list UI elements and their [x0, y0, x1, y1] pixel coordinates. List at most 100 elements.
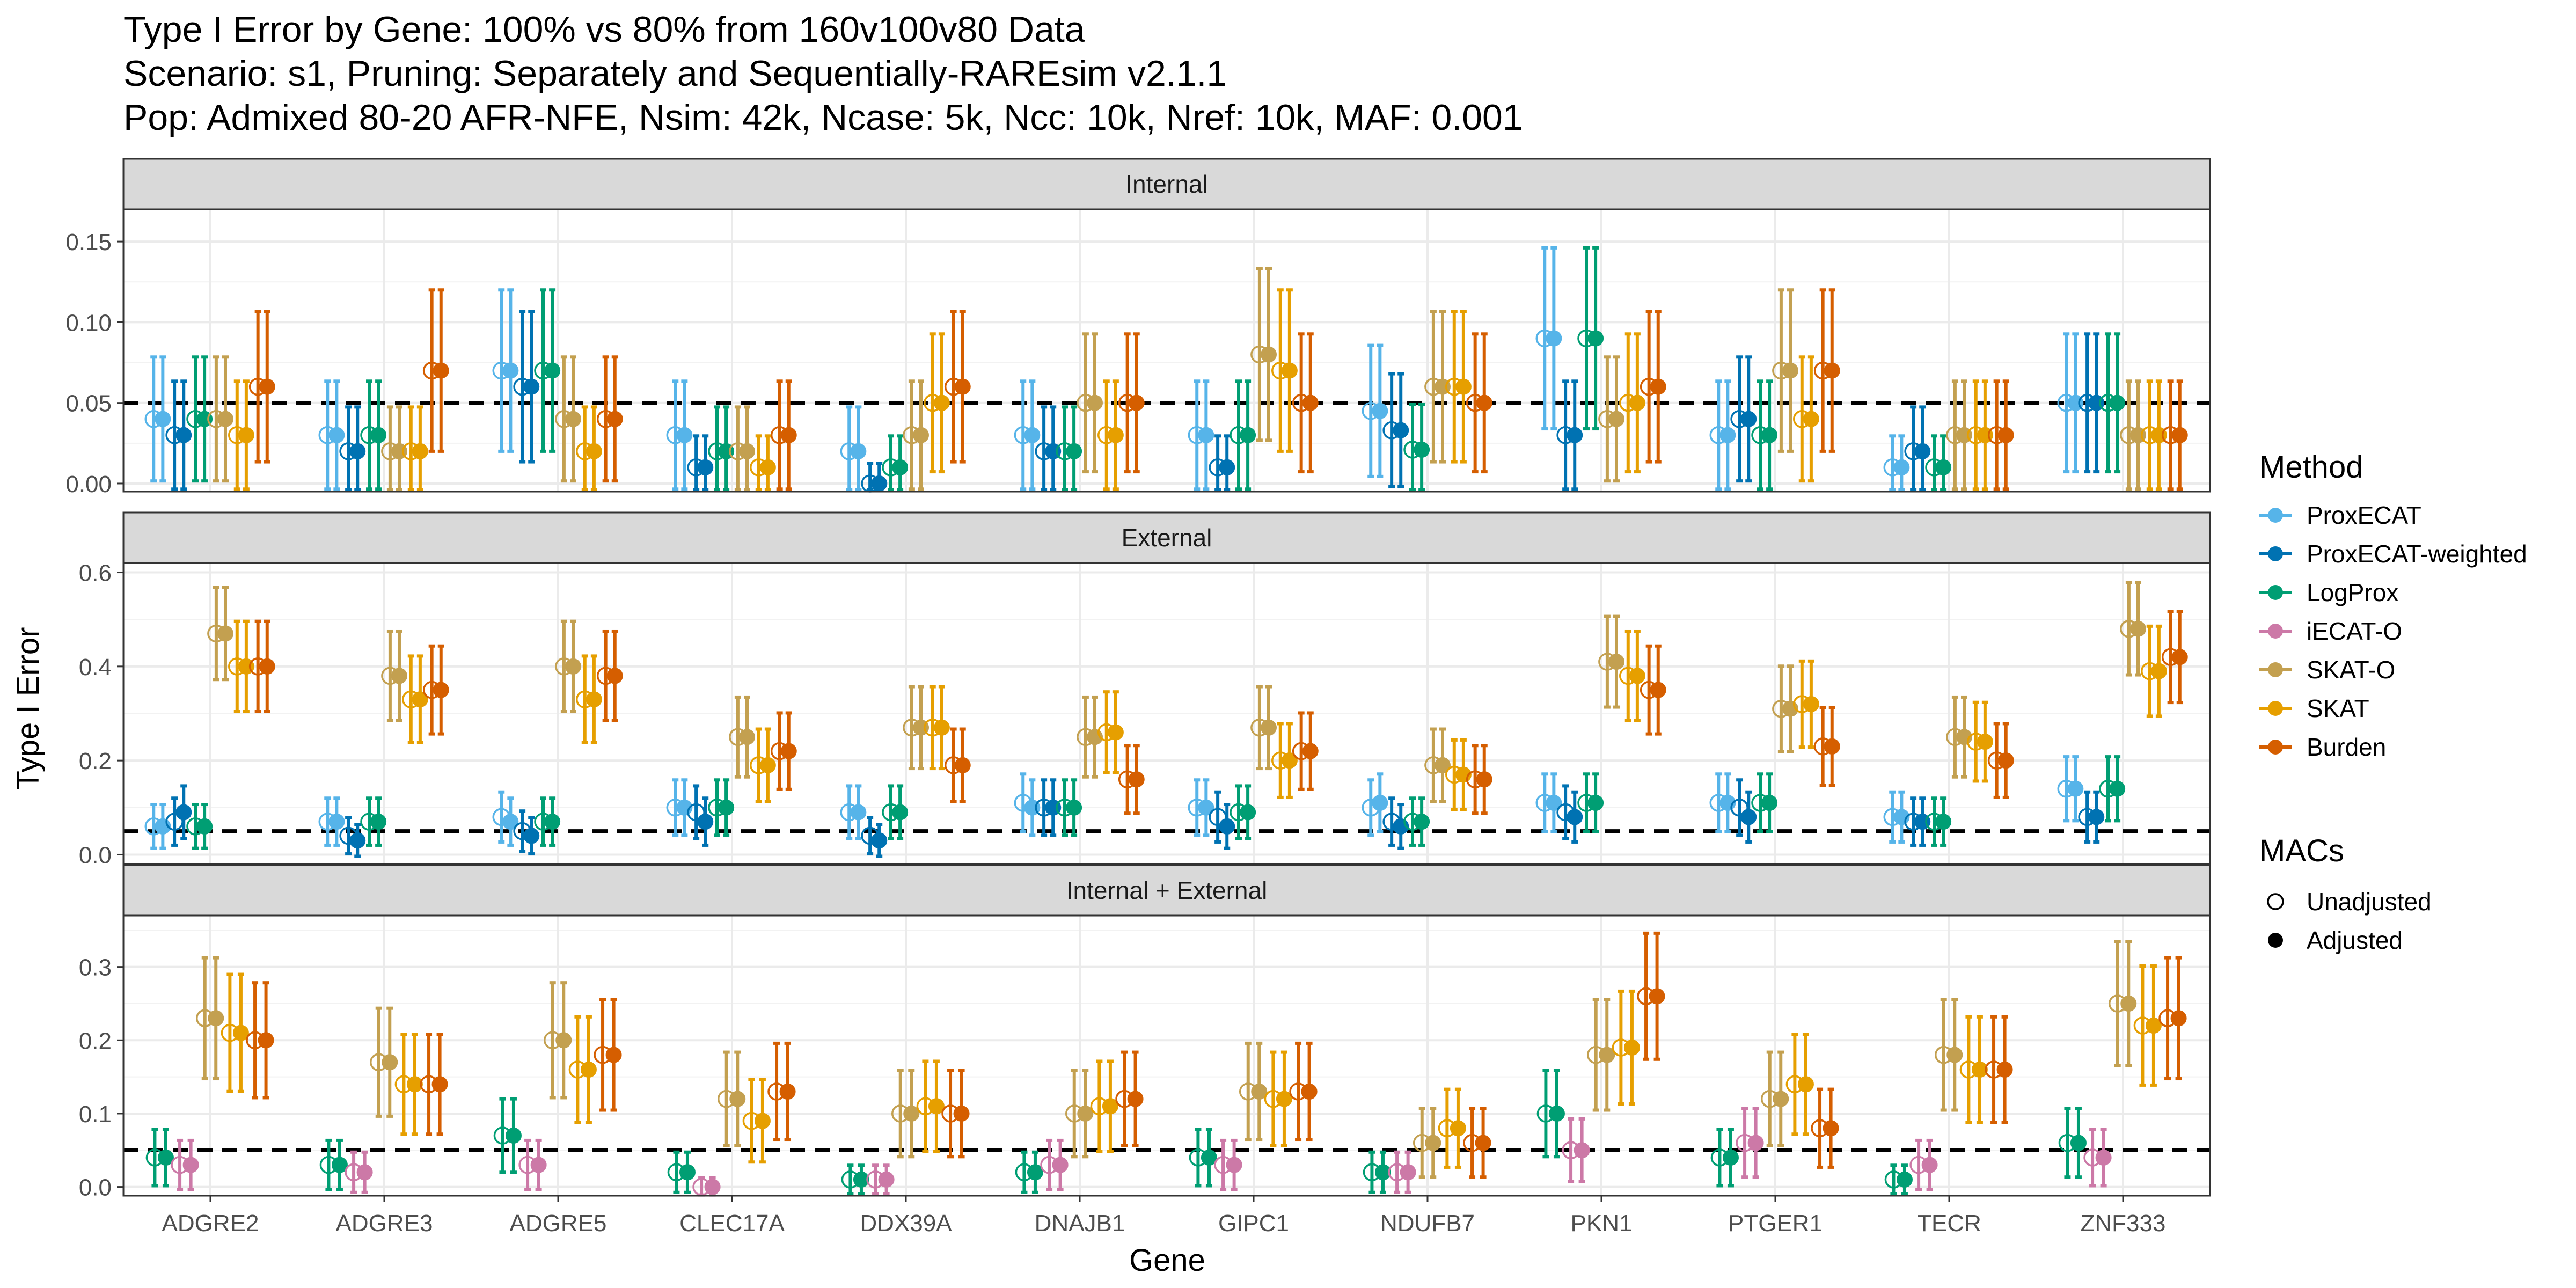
point-adjusted [1450, 1120, 1466, 1137]
point-adjusted [1719, 427, 1736, 443]
point-adjusted [1475, 1135, 1491, 1151]
point-adjusted [1226, 1157, 1242, 1173]
point-adjusted [433, 362, 449, 379]
point-adjusted [928, 1098, 945, 1115]
point-adjusted [2067, 780, 2084, 797]
point-adjusted [1240, 804, 1256, 821]
point-adjusted [1567, 427, 1583, 443]
point-adjusted [1629, 394, 1645, 411]
point-adjusted [704, 1179, 721, 1195]
series-proxecat [144, 246, 2084, 492]
point-adjusted [1281, 362, 1298, 379]
point-adjusted [1971, 1061, 1988, 1078]
point-adjusted [954, 378, 971, 395]
series-logprox [186, 755, 2126, 850]
point-adjusted [1650, 378, 1666, 395]
point-adjusted [1302, 394, 1319, 411]
point-adjusted [1803, 411, 1819, 427]
facet-external: External 0.0 0.2 0.4 0.6 [79, 511, 2211, 868]
point-adjusted [544, 362, 561, 379]
legend-item-adjusted: Adjusted [2268, 926, 2403, 954]
series-skat [228, 288, 2167, 492]
point-adjusted [1393, 422, 1409, 438]
point-adjusted [738, 443, 755, 459]
series-skat-o [195, 940, 2137, 1179]
panel-border [122, 914, 2211, 1197]
x-tick-label: ADGRE2 [162, 1210, 259, 1236]
point-adjusted [182, 1157, 199, 1173]
point-adjusted [1574, 1142, 1590, 1159]
legend-label: LogProx [2307, 579, 2398, 606]
y-axis-label: Type I Error [11, 627, 46, 790]
title-line-2: Scenario: s1, Pruning: Separately and Se… [123, 53, 1227, 94]
point-adjusted [1251, 1083, 1268, 1100]
point-adjusted [217, 411, 233, 427]
point-adjusted [1649, 988, 1665, 1005]
y-tick-label: 0.4 [79, 654, 112, 680]
point-adjusted [1302, 743, 1319, 759]
point-adjusted [1219, 818, 1235, 835]
point-adjusted [586, 443, 602, 459]
point-adjusted [1219, 459, 1235, 475]
point-adjusted [1281, 752, 1298, 769]
point-adjusted [1650, 682, 1666, 698]
point-adjusted [2129, 620, 2146, 637]
point-adjusted [175, 427, 192, 443]
point-adjusted [196, 818, 213, 835]
panel-background [123, 209, 2210, 492]
point-adjusted [933, 719, 950, 736]
point-adjusted [391, 668, 407, 684]
x-tick-label: ZNF333 [2081, 1210, 2166, 1236]
y-tick-label: 0.15 [65, 229, 112, 255]
point-adjusted [1722, 1149, 1739, 1166]
point-adjusted [1201, 1149, 1217, 1166]
point-adjusted [1434, 757, 1451, 773]
legend-label: ProxECAT-weighted [2307, 540, 2527, 568]
panel-border [122, 208, 2211, 493]
point-adjusted [1740, 809, 1757, 825]
point-adjusted [605, 1046, 622, 1063]
point-adjusted [1546, 330, 1562, 347]
point-adjusted [2109, 394, 2126, 411]
point-adjusted [892, 459, 909, 475]
title-line-3: Pop: Admixed 80-20 AFR-NFE, Nsim: 42k, N… [123, 97, 1523, 138]
point-adjusted [1546, 795, 1562, 811]
facet-strip [122, 511, 2211, 564]
point-adjusted [258, 1032, 274, 1049]
facet-panels: Internal 0.00 0.05 0.10 0.15 External 0.0 0.2 0.… [65, 158, 2211, 1236]
point-adjusted [1027, 1164, 1043, 1181]
legend-item-burden: Burden [2259, 733, 2386, 761]
legend-label: SKAT-O [2307, 656, 2395, 684]
point-adjusted [1372, 795, 1388, 811]
point-adjusted [729, 1091, 746, 1107]
point-adjusted [850, 443, 867, 459]
x-tick-label: TECR [1917, 1210, 1981, 1236]
point-adjusted [555, 1032, 572, 1049]
legend-item-skat-o: SKAT-O [2259, 656, 2395, 684]
x-tick-label: NDUFB7 [1380, 1210, 1475, 1236]
point-adjusted [1803, 696, 1819, 712]
point-adjusted [328, 814, 345, 830]
point-adjusted [892, 804, 909, 821]
legend-item-unadjusted: Unadjusted [2267, 888, 2432, 916]
point-adjusted [1077, 1105, 1094, 1122]
point-adjusted [1276, 1091, 1292, 1107]
legend-title-macs: MACs [2259, 833, 2344, 868]
legend-item-proxecat: ProxECAT [2259, 501, 2421, 529]
point-adjusted [1823, 1120, 1839, 1137]
point-adjusted [1824, 362, 1840, 379]
legend-label: SKAT [2307, 694, 2369, 722]
point-adjusted [259, 658, 275, 675]
point-adjusted [1425, 1135, 1441, 1151]
point-adjusted [1414, 441, 1430, 458]
point-adjusted [871, 475, 888, 492]
point-adjusted [1761, 795, 1778, 811]
point-adjusted [878, 1171, 895, 1188]
facet-strip [122, 158, 2211, 210]
point-adjusted [1260, 346, 1277, 363]
legend-dot [2268, 585, 2283, 600]
point-adjusted [1608, 411, 1624, 427]
point-adjusted [586, 691, 602, 708]
series-logprox [186, 246, 2126, 492]
y-tick-label: 0.3 [79, 955, 112, 981]
